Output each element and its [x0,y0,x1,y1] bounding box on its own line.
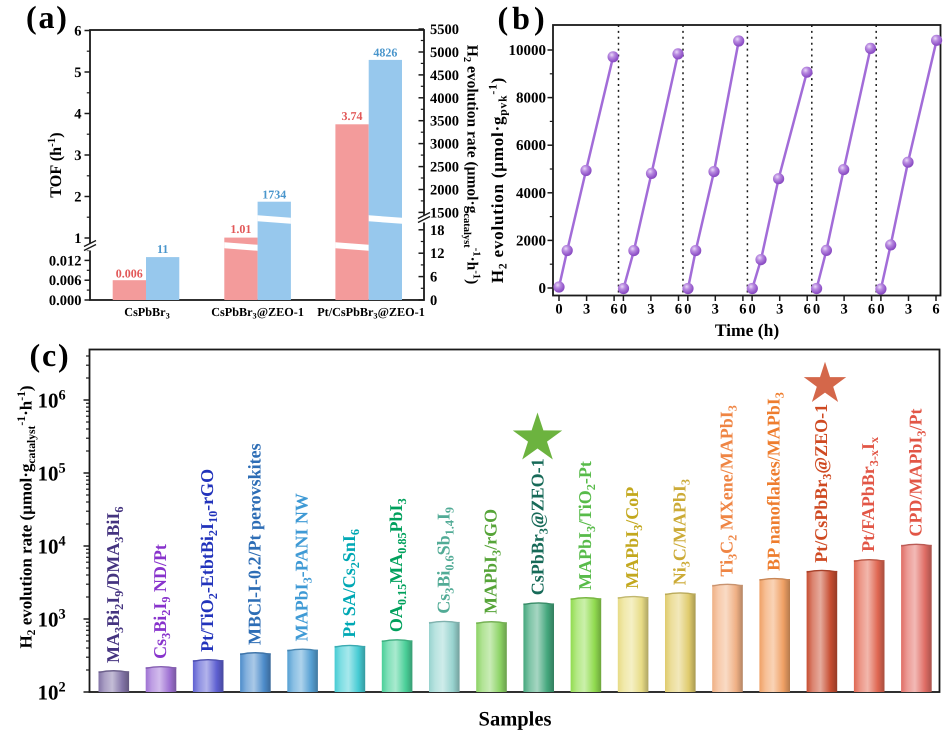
svg-text:8000: 8000 [516,91,546,107]
svg-text:0: 0 [813,302,820,318]
svg-text:10: 10 [38,681,59,705]
svg-text:3: 3 [59,607,66,623]
svg-text:H2 evolution (μmol·gpvk-1): H2 evolution (μmol·gpvk-1) [487,77,510,283]
svg-text:OA0.15MA0.85PbI3: OA0.15MA0.85PbI3 [386,498,409,632]
svg-text:0.006: 0.006 [116,267,143,281]
svg-text:4500: 4500 [430,68,459,84]
svg-text:0.012: 0.012 [49,253,82,269]
svg-text:2000: 2000 [430,183,459,199]
svg-text:3: 3 [905,302,912,318]
svg-text:6: 6 [59,388,66,404]
svg-text:6: 6 [610,302,617,318]
svg-text:0: 0 [877,302,884,318]
svg-text:0: 0 [430,293,437,309]
svg-text:MAPbI3/CoP: MAPbI3/CoP [622,487,645,589]
svg-text:6: 6 [804,302,811,318]
svg-text:Pt/CsPbBr3@ZEO-1: Pt/CsPbBr3@ZEO-1 [317,305,425,321]
svg-text:6: 6 [932,302,939,318]
svg-text:6: 6 [739,302,746,318]
svg-text:2500: 2500 [430,160,459,176]
svg-text:1: 1 [74,231,81,247]
svg-text:0: 0 [684,302,691,318]
svg-text:TOF (h-1): TOF (h-1) [46,132,65,197]
svg-text:(a): (a) [26,0,69,35]
svg-text:CsPbBr3@ZEO-1: CsPbBr3@ZEO-1 [528,458,551,595]
svg-text:Cs3Bi0.6Sb1.4I9: Cs3Bi0.6Sb1.4I9 [433,507,456,614]
svg-text:H2 evolution rate (μmol·gcatal: H2 evolution rate (μmol·gcatalyst-1·h-1) [15,385,38,648]
svg-text:3: 3 [583,302,590,318]
svg-text:3: 3 [647,302,654,318]
svg-text:0: 0 [620,302,627,318]
svg-text:5000: 5000 [430,45,459,61]
svg-text:Pt/CsPbBr3@ZEO-1: Pt/CsPbBr3@ZEO-1 [811,404,834,563]
svg-text:(c): (c) [30,337,71,373]
svg-text:4000: 4000 [516,186,546,202]
svg-text:5500: 5500 [430,22,459,38]
svg-text:10: 10 [38,462,59,486]
svg-text:12: 12 [430,246,445,262]
svg-text:2000: 2000 [516,233,546,249]
svg-text:1500: 1500 [430,205,459,221]
svg-text:5: 5 [74,65,81,81]
svg-text:2: 2 [59,680,66,696]
svg-text:MAPbI3-PANI NW: MAPbI3-PANI NW [292,493,315,641]
svg-text:MAPbI3/TiO2-Pt: MAPbI3/TiO2-Pt [575,461,598,590]
svg-text:Time (h): Time (h) [715,320,779,340]
svg-text:3.74: 3.74 [342,109,363,123]
svg-text:0: 0 [555,302,562,318]
svg-text:3: 3 [712,302,719,318]
svg-text:3: 3 [776,302,783,318]
svg-text:0.006: 0.006 [49,273,82,289]
svg-text:MAPbI3/rGO: MAPbI3/rGO [481,509,504,614]
svg-text:(b): (b) [498,0,549,36]
svg-text:4: 4 [59,534,66,550]
svg-text:4000: 4000 [430,91,459,107]
svg-text:3: 3 [74,148,81,164]
svg-text:Ti3C2 MXene/MAPbI3: Ti3C2 MXene/MAPbI3 [717,405,740,576]
svg-text:6000: 6000 [516,138,546,154]
svg-text:Pt/TiO2-EtbtBi2I10-rGO: Pt/TiO2-EtbtBi2I10-rGO [197,469,220,652]
svg-text:18: 18 [430,223,445,239]
svg-text:CsPbBr3@ZEO-1: CsPbBr3@ZEO-1 [211,305,304,321]
svg-text:3: 3 [840,302,847,318]
svg-text:6: 6 [868,302,875,318]
svg-text:6: 6 [430,270,437,286]
svg-text:0: 0 [748,302,755,318]
svg-text:6: 6 [74,24,81,40]
svg-text:2: 2 [74,190,81,206]
svg-text:4: 4 [74,107,81,123]
svg-text:Pt/FAPbBr3-xIx: Pt/FAPbBr3-xIx [858,436,881,552]
svg-text:3500: 3500 [430,114,459,130]
svg-text:6: 6 [675,302,682,318]
svg-text:10: 10 [38,535,59,559]
svg-text:MA3Bi2I9/DMA3BiI6: MA3Bi2I9/DMA3BiI6 [103,506,126,663]
svg-text:0: 0 [539,281,547,297]
svg-text:BP nanoflakes/MAPbI3: BP nanoflakes/MAPbI3 [764,392,787,571]
svg-text:0.000: 0.000 [49,293,82,309]
svg-text:Samples: Samples [479,709,552,731]
svg-text:Cs3Bi2I9 ND/Pt: Cs3Bi2I9 ND/Pt [150,544,173,659]
svg-text:10: 10 [38,608,59,632]
svg-text:3000: 3000 [430,137,459,153]
svg-text:CPD/MAPbI3/Pt: CPD/MAPbI3/Pt [905,409,928,537]
svg-text:MBCl-I-0.2/Pt perovskites: MBCl-I-0.2/Pt perovskites [244,443,264,645]
svg-text:H2 evolution rate (μmol·gcatal: H2 evolution rate (μmol·gcatalyst-1·h-1) [461,45,481,284]
svg-text:4826: 4826 [373,46,397,60]
svg-text:11: 11 [157,242,168,256]
svg-text:10: 10 [38,389,59,413]
svg-text:Pt SA/Cs2SnI6: Pt SA/Cs2SnI6 [339,529,362,638]
svg-text:CsPbBr3: CsPbBr3 [124,305,169,321]
svg-text:1.01: 1.01 [230,222,251,236]
svg-text:5: 5 [59,461,66,477]
svg-text:Ni3C/MAPbI3: Ni3C/MAPbI3 [669,479,692,585]
svg-text:1734: 1734 [262,187,286,201]
svg-text:10000: 10000 [509,43,547,59]
